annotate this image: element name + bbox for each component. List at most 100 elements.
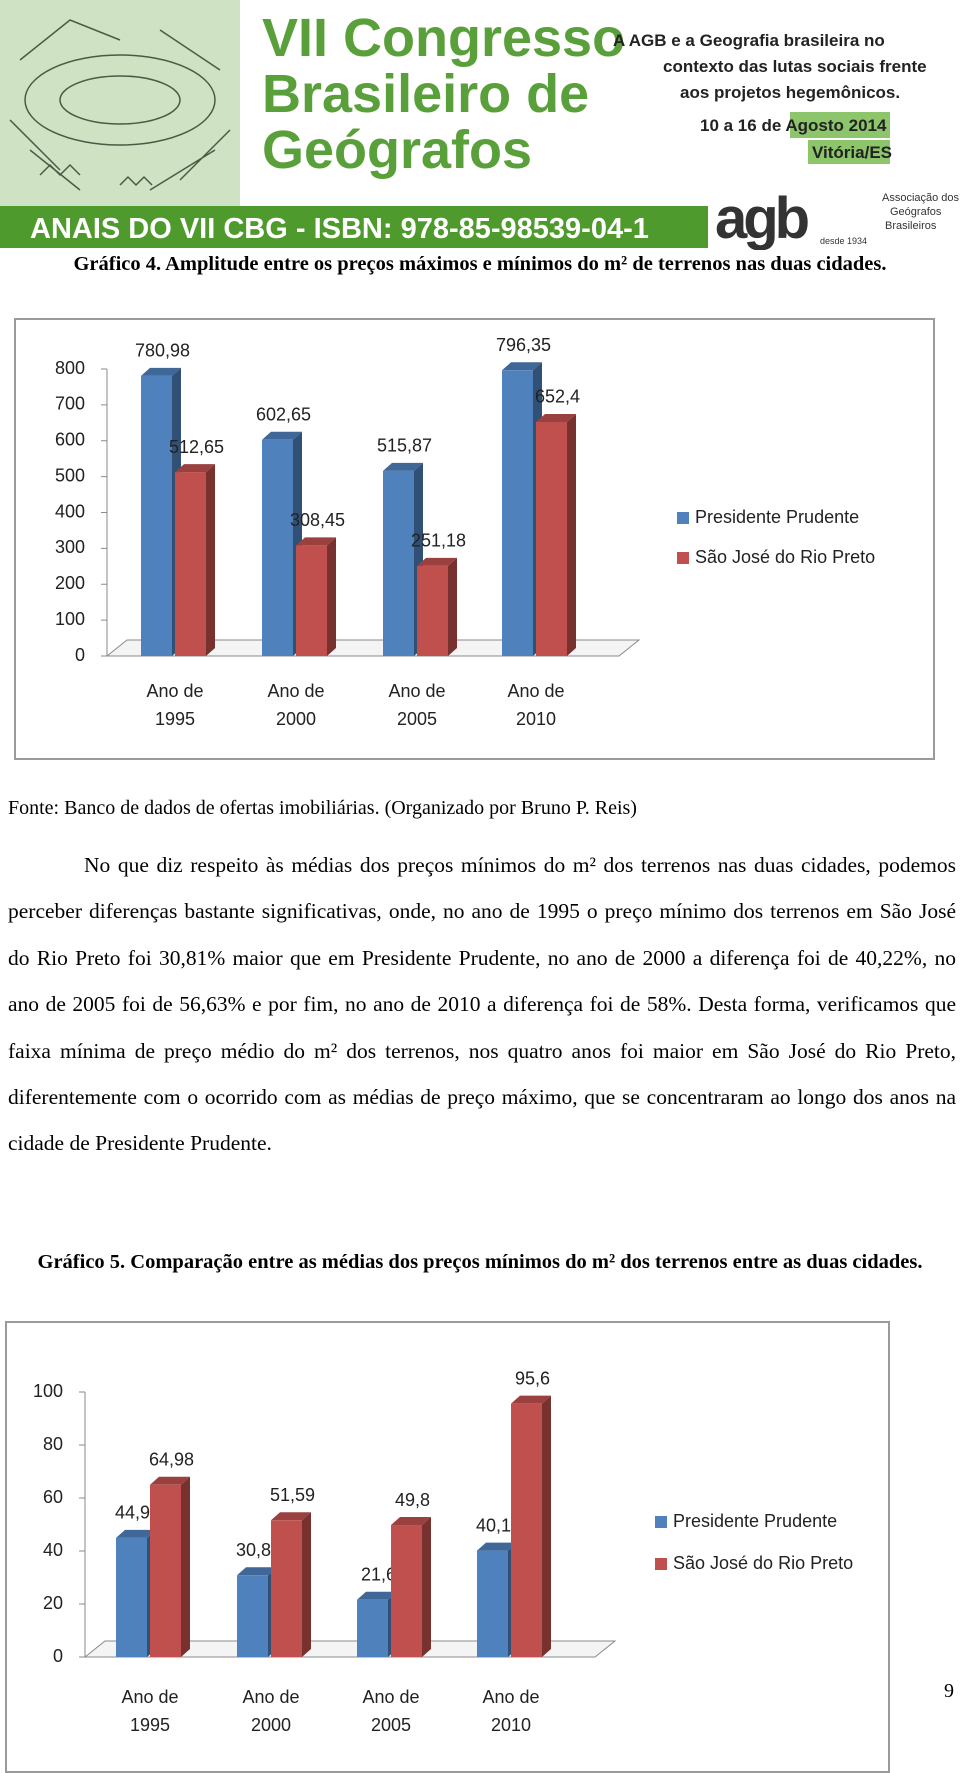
value-label: 652,4 xyxy=(535,387,580,407)
bar-top xyxy=(271,1512,311,1521)
value-label: 515,87 xyxy=(377,436,432,456)
date-highlight xyxy=(790,112,890,138)
legend-swatch xyxy=(655,1558,667,1570)
bar-side xyxy=(206,464,215,656)
chart: 0 100 200 300 400 500 600 700 800 780,98 512,65 602… xyxy=(14,318,935,760)
bar-side xyxy=(448,557,457,656)
bar-side xyxy=(567,413,576,656)
bar-top xyxy=(141,367,181,376)
bar-top xyxy=(511,1395,551,1404)
value-label: 95,6 xyxy=(515,1368,550,1388)
bar xyxy=(391,1525,422,1657)
x-tick-label: Ano de 2010 xyxy=(482,1687,540,1735)
legend-swatch xyxy=(677,552,689,564)
y-tick-label: 700 xyxy=(55,394,85,414)
legend-label: Presidente Prudente xyxy=(695,507,859,527)
page-number: 9 xyxy=(944,1680,954,1702)
bar-side xyxy=(542,1395,551,1657)
bar xyxy=(116,1537,147,1657)
legend-label: São José do Rio Preto xyxy=(695,547,875,567)
y-tick-label: 0 xyxy=(53,1646,63,1666)
bar xyxy=(237,1575,268,1657)
header-dates: 10 a 16 de Agosto 2014 xyxy=(700,116,887,135)
x-tick-label: Ano de 1995 xyxy=(121,1687,179,1735)
bar-top xyxy=(150,1476,190,1485)
logo-since: desde 1934 xyxy=(820,236,867,246)
bar-top xyxy=(391,1517,431,1526)
bar xyxy=(271,1520,302,1657)
logo: agb xyxy=(715,186,809,250)
y-tick-label: 800 xyxy=(55,358,85,378)
y-tick-label: 600 xyxy=(55,430,85,450)
bar-top xyxy=(237,1567,277,1576)
bar xyxy=(296,545,327,656)
y-tick-label: 100 xyxy=(33,1381,63,1401)
value-label: 40,15 xyxy=(476,1515,521,1535)
chart: 0 20 40 60 80 100 44,96 64,98 30,84 51,59 21,6 49,8… xyxy=(5,1321,890,1773)
header-theme: contexto das lutas sociais frente xyxy=(663,57,927,76)
bar xyxy=(502,370,533,656)
legend-swatch xyxy=(655,1516,667,1528)
bar xyxy=(175,472,206,656)
logo-org: Brasileiros xyxy=(885,220,937,232)
bar-side xyxy=(327,537,336,656)
value-label: 30,84 xyxy=(236,1540,281,1560)
bar-side xyxy=(302,1512,311,1657)
logo-org: Associação dos xyxy=(882,192,960,204)
bar-top xyxy=(536,413,576,422)
place-highlight xyxy=(808,140,890,164)
bar xyxy=(511,1403,542,1657)
legend-swatch xyxy=(677,512,689,524)
bar-side xyxy=(422,1517,431,1657)
bar xyxy=(383,470,414,656)
bar-top xyxy=(417,557,457,566)
bar xyxy=(357,1599,388,1657)
value-label: 21,6 xyxy=(361,1565,396,1585)
y-tick-label: 500 xyxy=(55,465,85,485)
bar xyxy=(150,1484,181,1657)
value-label: 796,35 xyxy=(496,335,551,355)
header-title: Brasileiro de xyxy=(262,64,589,124)
bar xyxy=(417,565,448,656)
value-label: 64,98 xyxy=(149,1450,194,1470)
header-title: VII Congresso xyxy=(262,8,625,68)
bar-top xyxy=(116,1529,156,1538)
bar-top xyxy=(502,362,542,371)
banner-isbn: ANAIS DO VII CBG - ISBN: 978-85-98539-04… xyxy=(30,213,649,245)
x-tick-label: Ano de 2000 xyxy=(242,1687,300,1735)
header-place: Vitória/ES xyxy=(812,143,892,162)
y-tick-label: 200 xyxy=(55,573,85,593)
bar-top xyxy=(357,1591,397,1600)
chart-title: Gráfico 5. Comparação entre as médias do… xyxy=(37,1251,923,1273)
stadium-sketch xyxy=(9,19,231,191)
value-label: 780,98 xyxy=(135,341,190,361)
value-label: 308,45 xyxy=(290,510,345,530)
banner-strip xyxy=(0,206,708,248)
value-label: 512,65 xyxy=(169,437,224,457)
chart-source: Fonte: Banco de dados de ofertas imobili… xyxy=(8,797,637,819)
y-tick-label: 20 xyxy=(43,1593,63,1613)
bar-top xyxy=(383,462,423,471)
value-label: 602,65 xyxy=(256,405,311,425)
value-label: 49,8 xyxy=(395,1490,430,1510)
bar xyxy=(536,421,567,656)
chart-title: Gráfico 4. Amplitude entre os preços máx… xyxy=(73,253,887,275)
bar-top xyxy=(175,464,215,473)
y-tick-label: 300 xyxy=(55,537,85,557)
bar-top xyxy=(477,1542,517,1551)
x-tick-label: Ano de 2005 xyxy=(362,1687,420,1735)
x-tick-label: Ano de 2010 xyxy=(507,681,565,729)
bar xyxy=(477,1550,508,1657)
bar-top xyxy=(262,431,302,440)
value-label: 51,59 xyxy=(270,1485,315,1505)
x-tick-label: Ano de 1995 xyxy=(146,681,204,729)
x-tick-label: Ano de 2000 xyxy=(267,681,325,729)
header-theme: aos projetos hegemônicos. xyxy=(680,83,900,102)
legend-label: São José do Rio Preto xyxy=(673,1553,853,1573)
y-tick-label: 80 xyxy=(43,1434,63,1454)
y-tick-label: 40 xyxy=(43,1540,63,1560)
bar-side xyxy=(181,1476,190,1657)
logo-org: Geógrafos xyxy=(890,206,942,218)
header-theme: A AGB e a Geografia brasileira no xyxy=(613,31,885,50)
